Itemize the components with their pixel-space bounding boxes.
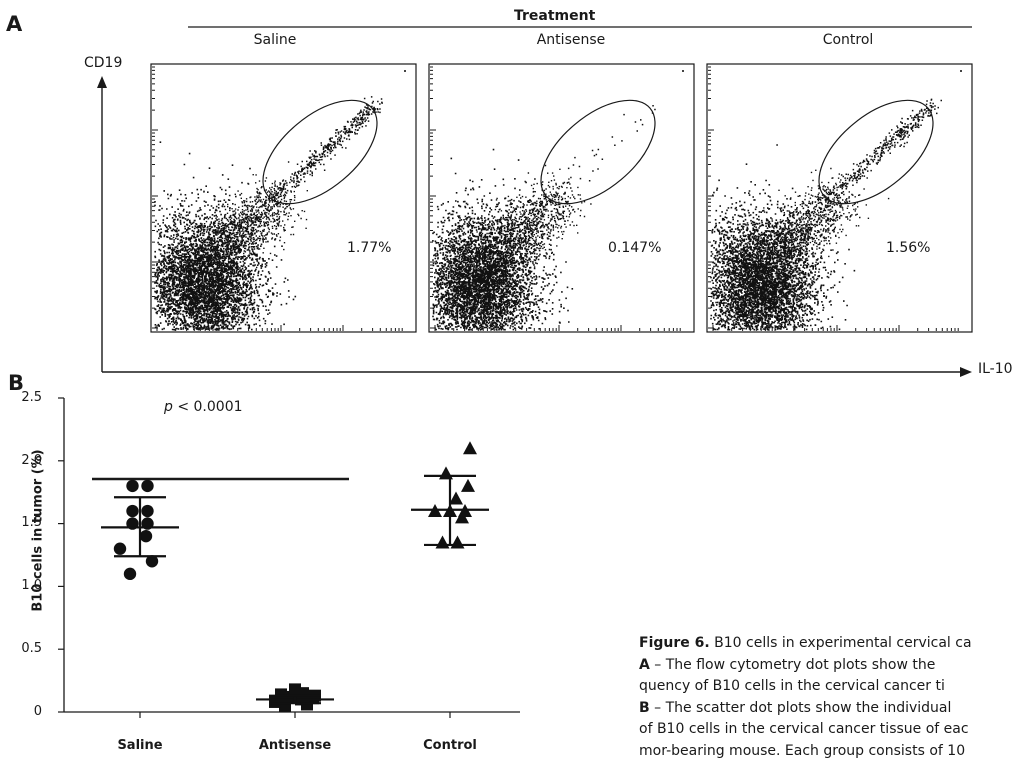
panel-b-letter: B — [8, 371, 25, 395]
cd19-axis-arrowhead — [97, 76, 107, 88]
data-point-control — [461, 478, 475, 492]
caption-line-3: quency of B10 cells in the cervical canc… — [639, 678, 945, 694]
data-point-saline — [145, 555, 159, 568]
panel-a-letter: A — [6, 12, 23, 36]
y-tick-label-1-0: 1.0 — [21, 578, 42, 593]
flow-corner-event — [404, 70, 406, 72]
il10-axis-arrowhead — [960, 367, 972, 377]
percent-label-control: 1.56% — [886, 240, 931, 256]
gate-ellipse-saline — [262, 99, 378, 205]
flow-dots-saline — [154, 70, 406, 331]
y-tick-label-0: 0 — [33, 704, 42, 719]
y-tick-label-0-5: 0.5 — [21, 641, 42, 656]
group-label-control: Control — [822, 32, 874, 48]
data-point-saline — [139, 529, 153, 543]
b-axis-ticks — [58, 397, 451, 718]
x-category-control: Control — [423, 738, 477, 753]
x-axis-label-il10: IL-10 — [978, 361, 1013, 377]
flow-plot-frame-control — [706, 63, 973, 333]
p-value-annotation: p < 0.0001 — [164, 399, 243, 415]
data-point-saline — [141, 479, 154, 493]
caption-line-5: of B10 cells in the cervical cancer tiss… — [639, 721, 969, 737]
flow-dot-cloud — [154, 96, 383, 331]
b-data-points — [113, 441, 477, 712]
flow-tick-marks — [152, 66, 403, 331]
flow-plot-ticks — [152, 66, 959, 331]
data-point-saline — [113, 542, 127, 555]
caption-line-1: Figure 6. B10 cells in experimental cerv… — [639, 635, 972, 651]
x-category-antisense: Antisense — [258, 738, 332, 753]
data-point-control — [449, 491, 463, 505]
data-point-saline — [126, 504, 139, 518]
flow-plot-frame-antisense — [428, 63, 695, 333]
b-error-bars — [101, 474, 489, 705]
caption-line-6: mor-bearing mouse. Each group consists o… — [639, 742, 966, 759]
flow-plot-frame-saline — [150, 63, 417, 333]
data-point-control — [435, 535, 450, 549]
gate-ellipse-control — [818, 99, 934, 205]
group-label-antisense: Antisense — [536, 32, 606, 48]
y-tick-label-2-0: 2.0 — [21, 453, 42, 468]
flow-dot-cloud — [432, 105, 656, 331]
data-point-control — [450, 535, 465, 549]
data-point-antisense — [289, 683, 301, 696]
flow-corner-event — [960, 70, 962, 72]
flow-dots-antisense — [432, 70, 684, 331]
figure-caption: Figure 6. B10 cells in experimental cerv… — [639, 633, 1022, 780]
caption-line-2: A – The flow cytometry dot plots show th… — [639, 656, 936, 673]
data-point-saline — [126, 479, 139, 493]
flow-corner-event — [682, 70, 684, 72]
treatment-header: Treatment — [514, 8, 596, 24]
percent-label-saline: 1.77% — [347, 240, 392, 256]
x-category-saline: Saline — [117, 738, 163, 753]
flow-tick-marks — [708, 66, 959, 331]
group-label-saline: Saline — [253, 32, 297, 48]
flow-tick-marks — [430, 66, 681, 331]
gate-ellipse-antisense — [540, 99, 656, 205]
data-point-control — [463, 441, 477, 455]
flow-dots-control — [710, 70, 962, 331]
y-tick-label-1-5: 1.5 — [21, 515, 42, 530]
y-tick-label-2-5: 2.5 — [21, 390, 42, 405]
flow-dot-cloud — [710, 98, 942, 331]
data-point-saline — [141, 504, 154, 518]
caption-line-4: B – The scatter dot plots show the indiv… — [639, 699, 952, 716]
data-point-antisense — [275, 688, 287, 701]
data-point-saline — [123, 567, 137, 581]
percent-label-antisense: 0.147% — [608, 240, 662, 256]
y-axis-label-cd19: CD19 — [84, 55, 123, 71]
